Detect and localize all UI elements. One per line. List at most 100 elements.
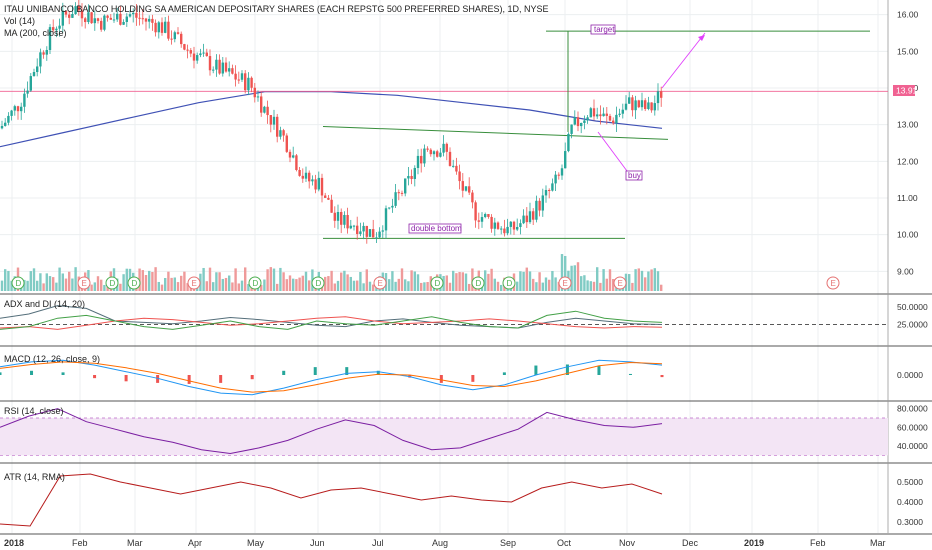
candle-body xyxy=(557,174,560,176)
volume-bar xyxy=(551,270,554,291)
candle-body xyxy=(448,151,452,166)
volume-bar xyxy=(304,271,308,291)
volume-bar xyxy=(404,279,407,291)
trend-lines xyxy=(0,30,888,239)
candle-body xyxy=(228,68,231,72)
candle-body xyxy=(36,66,39,73)
volume-bar xyxy=(269,267,272,291)
candle-body xyxy=(151,18,154,23)
candle-body xyxy=(84,18,87,23)
buy-label: buy xyxy=(628,171,641,180)
candle-body xyxy=(221,62,224,74)
candle-body xyxy=(20,106,23,112)
event-marker xyxy=(471,276,485,290)
macd-histogram-bar xyxy=(0,372,2,375)
candle-body xyxy=(349,225,352,229)
volume-bar xyxy=(164,277,167,291)
candle-body xyxy=(525,215,528,223)
candle-body xyxy=(378,231,381,238)
volume-bar xyxy=(240,280,244,291)
candle-body xyxy=(304,172,308,179)
volume-bar xyxy=(362,283,365,291)
candle-body xyxy=(160,22,164,33)
candle-body xyxy=(173,32,176,40)
volume-bar xyxy=(208,267,212,291)
candle-body xyxy=(413,167,416,179)
candle-body xyxy=(250,77,253,88)
candle-body xyxy=(154,22,157,33)
volume-bar xyxy=(416,274,420,291)
double-bottom-annotation[interactable]: double bottom xyxy=(408,223,462,234)
event-label: E xyxy=(563,279,568,288)
candle-body xyxy=(141,18,144,20)
candle-body xyxy=(276,116,279,137)
volume-bar xyxy=(557,281,560,291)
volume-bar xyxy=(48,276,52,291)
event-label: D xyxy=(253,279,259,288)
candle-body xyxy=(576,117,580,127)
volume-bar xyxy=(608,269,612,291)
volume-bar xyxy=(7,270,10,291)
event-label: E xyxy=(618,279,623,288)
candle-body xyxy=(330,199,333,213)
x-tick-label: 2019 xyxy=(744,538,764,548)
candle-body xyxy=(128,14,132,17)
volume-bar xyxy=(602,269,605,291)
volume-bar xyxy=(420,282,423,291)
atr-legend[interactable]: ATR (14, RMA) xyxy=(4,472,65,482)
macd-histogram-bar xyxy=(345,367,349,375)
target-annotation[interactable]: target xyxy=(590,24,616,35)
candle-body xyxy=(135,12,138,18)
volume-bar xyxy=(266,269,269,291)
candle-body xyxy=(359,231,362,234)
candle-body xyxy=(285,135,288,152)
candle-body xyxy=(260,96,263,113)
candle-body xyxy=(532,211,535,220)
event-label: D xyxy=(132,279,138,288)
adx-legend[interactable]: ADX and DI (14, 20) xyxy=(4,299,85,309)
candle-body xyxy=(39,52,42,67)
rsi-band xyxy=(0,418,888,456)
candle-body xyxy=(119,13,122,25)
candle-body xyxy=(391,205,394,208)
event-marker xyxy=(187,276,201,290)
volume-bar xyxy=(490,268,493,291)
candle-body xyxy=(100,20,103,30)
rsi-legend[interactable]: RSI (14, close) xyxy=(4,406,64,416)
volume-bar xyxy=(538,272,541,291)
macd-pane xyxy=(0,359,664,396)
target-arrow xyxy=(661,32,706,89)
volume-bar xyxy=(45,273,48,291)
candle-body xyxy=(365,225,368,237)
candle-body xyxy=(496,222,500,229)
volume-bar xyxy=(346,274,349,291)
buy-annotation[interactable]: buy xyxy=(625,170,643,181)
candle-body xyxy=(180,33,183,45)
candle-body xyxy=(570,124,573,134)
candle-body xyxy=(602,113,605,117)
macd-histogram-bar xyxy=(628,373,632,375)
macd-histogram-bar xyxy=(660,375,664,378)
volume-bar xyxy=(247,284,250,291)
candle-body xyxy=(551,183,554,191)
macd-legend[interactable]: MACD (12, 26, close, 9) xyxy=(4,354,100,364)
candle-body xyxy=(522,215,525,224)
ma-legend[interactable]: MA (200, close) xyxy=(4,28,67,38)
macd-histogram-bar xyxy=(282,370,286,375)
candle-body xyxy=(397,192,400,194)
candle-body xyxy=(628,97,631,104)
volume-bar xyxy=(612,279,615,291)
candle-body xyxy=(80,10,84,19)
volume-legend[interactable]: Vol (14) xyxy=(4,16,35,26)
event-marker xyxy=(558,276,572,290)
volume-bar xyxy=(202,267,205,291)
candle-body xyxy=(42,52,45,55)
macd-histogram-bar xyxy=(565,364,569,375)
macd-histogram-bar xyxy=(124,375,128,382)
event-marker xyxy=(127,276,141,290)
volume-bar xyxy=(154,267,157,291)
candle-body xyxy=(132,12,135,15)
candle-body xyxy=(183,44,186,50)
candle-body xyxy=(474,202,477,221)
